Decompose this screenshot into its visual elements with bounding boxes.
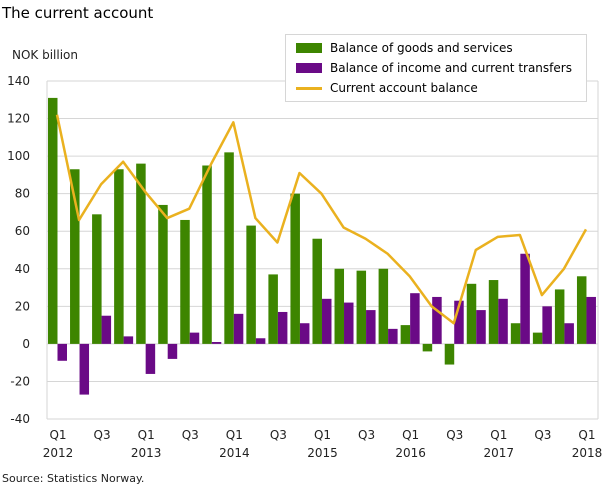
x-year-label: 2017 xyxy=(484,446,515,460)
x-year-label: 2014 xyxy=(219,446,250,460)
goods-bar xyxy=(224,152,234,344)
income-bar xyxy=(586,296,596,344)
goods-bar xyxy=(290,193,300,344)
goods-bar xyxy=(554,289,565,344)
x-tick-label: Q1 xyxy=(402,428,419,442)
legend-item-goods: Balance of goods and services xyxy=(296,41,513,55)
x-tick-label: Q1 xyxy=(314,428,331,442)
y-axis-label: NOK billion xyxy=(12,48,79,62)
goods-bar xyxy=(246,225,256,344)
x-year-label: 2016 xyxy=(395,446,426,460)
x-year-label: 2018 xyxy=(572,446,603,460)
x-tick-label: Q3 xyxy=(94,428,111,442)
income-bar xyxy=(57,343,67,361)
income-bar xyxy=(344,302,354,344)
goods-bar xyxy=(92,214,102,344)
goods-bar xyxy=(312,238,322,344)
income-bar xyxy=(498,298,508,344)
income-bar xyxy=(79,343,90,395)
income-bar xyxy=(145,343,156,374)
source-note: Source: Statistics Norway. xyxy=(2,472,145,485)
income-bar xyxy=(366,310,376,344)
goods-bar xyxy=(576,276,587,344)
income-bar xyxy=(454,300,464,344)
y-tick-label: 40 xyxy=(15,262,30,276)
income-bar xyxy=(167,343,178,359)
y-tick-label: -40 xyxy=(10,412,30,426)
goods-bar xyxy=(532,332,543,344)
x-tick-label: Q3 xyxy=(182,428,199,442)
x-tick-label: Q3 xyxy=(446,428,463,442)
income-bar xyxy=(432,296,442,344)
income-bar xyxy=(211,342,222,344)
y-tick-label: -20 xyxy=(10,374,30,388)
income-bar xyxy=(321,298,332,344)
income-bar xyxy=(564,323,574,344)
legend-swatch xyxy=(296,43,322,53)
legend-item-income: Balance of income and current transfers xyxy=(296,61,572,75)
legend-swatch xyxy=(296,63,322,73)
x-year-label: 2012 xyxy=(43,446,74,460)
x-tick-label: Q3 xyxy=(534,428,551,442)
income-bar xyxy=(233,313,244,344)
goods-bar xyxy=(510,323,521,344)
goods-bar xyxy=(114,169,124,344)
income-bar xyxy=(520,253,530,344)
legend-label: Balance of goods and services xyxy=(330,41,513,55)
y-tick-label: 140 xyxy=(7,74,30,88)
goods-bar xyxy=(378,268,389,344)
x-year-label: 2013 xyxy=(131,446,162,460)
goods-bar xyxy=(356,270,367,344)
x-tick-label: Q1 xyxy=(49,428,66,442)
x-tick-label: Q3 xyxy=(270,428,287,442)
legend-swatch xyxy=(296,86,322,90)
goods-bar xyxy=(444,343,455,365)
x-tick-label: Q3 xyxy=(358,428,375,442)
y-tick-label: 0 xyxy=(22,337,30,351)
goods-bar xyxy=(422,343,433,352)
goods-bar xyxy=(488,280,499,344)
income-bar xyxy=(299,323,310,344)
goods-bar xyxy=(466,283,477,344)
x-tick-label: Q1 xyxy=(578,428,595,442)
goods-bar xyxy=(400,325,411,344)
income-bar xyxy=(189,332,200,344)
x-year-label: 2015 xyxy=(307,446,338,460)
legend-item-current: Current account balance xyxy=(296,81,478,95)
chart-title: The current account xyxy=(2,4,154,22)
goods-bar xyxy=(180,219,190,344)
x-tick-label: Q1 xyxy=(138,428,155,442)
y-tick-label: 120 xyxy=(7,112,30,126)
income-bar xyxy=(277,311,288,344)
goods-bar xyxy=(158,204,168,344)
goods-bar xyxy=(136,163,146,344)
current-account-line xyxy=(55,114,588,325)
income-bar xyxy=(388,328,398,344)
income-bar xyxy=(542,306,552,344)
goods-bar xyxy=(268,274,278,344)
legend: Balance of goods and services Balance of… xyxy=(285,34,587,102)
goods-bar xyxy=(48,97,58,344)
income-bar xyxy=(255,338,266,344)
legend-label: Current account balance xyxy=(330,81,478,95)
legend-label: Balance of income and current transfers xyxy=(330,61,572,75)
income-bar xyxy=(101,315,112,344)
goods-bar xyxy=(70,169,80,344)
income-bar xyxy=(123,336,134,344)
y-tick-label: 20 xyxy=(15,299,30,313)
y-tick-label: 100 xyxy=(7,149,30,163)
y-tick-label: 60 xyxy=(15,224,30,238)
x-tick-label: Q1 xyxy=(226,428,243,442)
goods-bar xyxy=(334,268,345,344)
goods-bar xyxy=(202,165,212,344)
income-bar xyxy=(476,310,486,344)
income-bar xyxy=(410,293,420,344)
y-tick-label: 80 xyxy=(15,187,30,201)
x-tick-label: Q1 xyxy=(490,428,507,442)
